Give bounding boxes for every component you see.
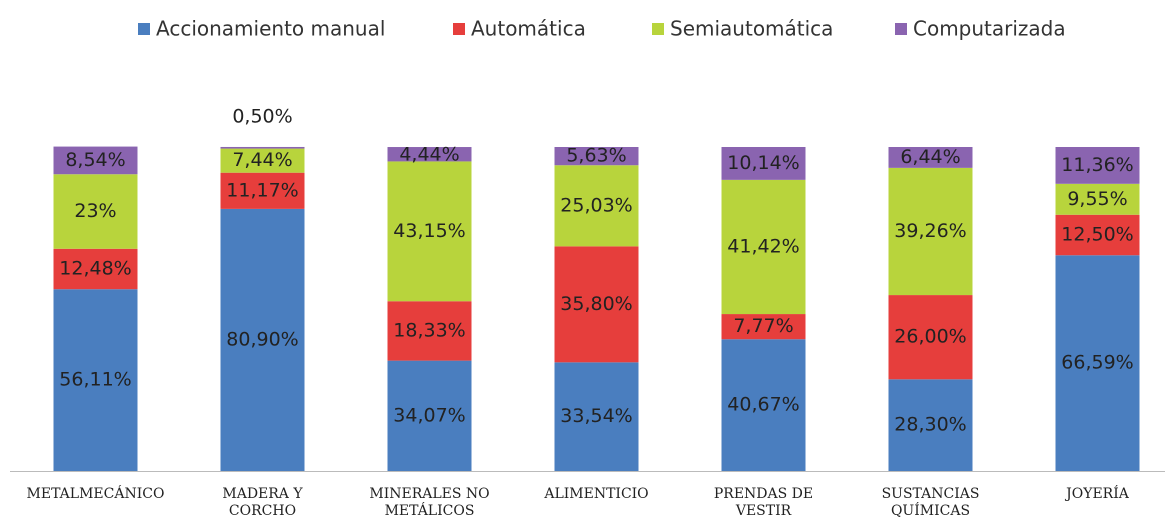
bar-segment [1055,183,1140,215]
data-label: 34,07% [393,404,465,426]
data-label: 35,80% [560,293,632,315]
bar-segment [554,246,639,363]
bar-segment [387,301,472,361]
bar-segment [387,161,472,302]
bar-segment [220,146,305,149]
bar-segment [888,379,973,471]
bar-segment [888,295,973,380]
bar-segment [53,248,138,290]
bar-segment [554,165,639,247]
bar-segment [53,174,138,249]
bar-segment [721,147,806,180]
bar-segment [888,147,973,168]
bar-segment [888,167,973,296]
data-label: 41,42% [727,235,799,257]
data-label: 6,44% [900,146,960,168]
bar-segment [220,148,305,173]
bar-segment [53,289,138,471]
legend-label: Semiautomática [670,17,833,41]
data-label: 7,44% [232,149,292,171]
data-label: 26,00% [894,326,966,348]
data-label: 8,54% [65,149,125,171]
bar-segment [721,314,806,340]
data-label: 33,54% [560,405,632,427]
bar-segment [1055,147,1140,184]
x-tick-label: METALMECÁNICO [26,486,165,502]
bar-segment [53,146,138,175]
x-tick-label: JOYERÍA [1066,486,1129,502]
legend-label: Automática [471,17,586,41]
legend-swatch [453,23,465,35]
data-label: 18,33% [393,319,465,341]
data-label: 4,44% [399,144,459,166]
data-label: 7,77% [733,315,793,337]
bar-segment [220,208,305,471]
data-label: 39,26% [894,220,966,242]
data-label: 12,48% [59,257,131,279]
data-label: 28,30% [894,414,966,436]
data-label: 43,15% [393,220,465,242]
bar-segment [1055,214,1140,256]
data-label: 80,90% [226,328,298,350]
bar-segment [721,179,806,315]
data-label: 5,63% [566,145,626,167]
x-tick-label: MADERA Y CORCHO [222,486,303,519]
legend-swatch [652,23,664,35]
data-label: 23% [74,200,116,222]
x-tick-label: MINERALES NO METÁLICOS [369,486,490,519]
legend-swatch [895,23,907,35]
x-tick-label: PRENDAS DE VESTIR [713,486,814,519]
data-label: 66,59% [1061,352,1133,374]
legend-label: Accionamiento manual [156,17,385,41]
bar-segment [387,360,472,471]
x-tick-label: SUSTANCIAS QUÍMICAS [881,486,980,519]
bar-segment [721,339,806,471]
bar-segment [1055,255,1140,471]
data-label: 9,55% [1067,188,1127,210]
data-label: 0,50% [232,105,292,127]
data-label: 25,03% [560,194,632,216]
data-label: 11,17% [226,179,298,201]
data-label: 10,14% [727,152,799,174]
data-label: 11,36% [1061,154,1133,176]
legend-label: Computarizada [913,17,1066,41]
bar-segment [387,147,472,162]
data-label: 56,11% [59,369,131,391]
x-tick-label: ALIMENTICIO [544,486,649,502]
data-label: 12,50% [1061,223,1133,245]
bar-segment [554,147,639,166]
bar-segment [220,172,305,209]
data-label: 40,67% [727,394,799,416]
legend-swatch [138,23,150,35]
bar-segment [554,362,639,471]
